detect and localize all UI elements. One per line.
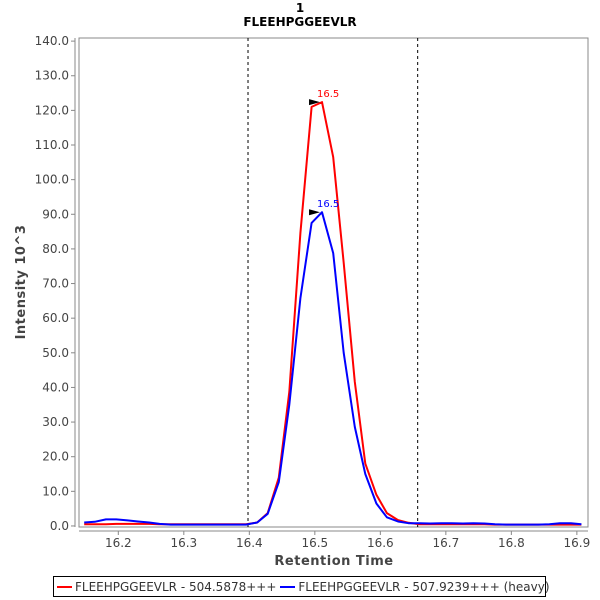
x-tick-label: 16.6	[367, 536, 394, 550]
x-tick-label: 16.9	[564, 536, 591, 550]
chart-subtitle: FLEEHPGGEEVLR	[243, 15, 356, 29]
x-axis-label: Retention Time	[274, 554, 393, 569]
y-tick-label: 110.0	[35, 138, 69, 152]
x-tick-label: 16.2	[105, 536, 132, 550]
y-tick-label: 70.0	[42, 277, 69, 291]
legend-label: FLEEHPGGEEVLR - 507.9239+++ (heavy)	[298, 579, 550, 594]
y-tick-label: 130.0	[35, 69, 69, 83]
y-tick-label: 80.0	[42, 242, 69, 256]
peak-arrow-icon	[309, 209, 321, 216]
legend-swatch-red	[57, 585, 72, 588]
y-axis-label: Intensity 10^3	[14, 225, 29, 340]
y-tick-label: 60.0	[42, 311, 69, 325]
chart-title: 1	[296, 1, 304, 15]
x-tick-label: 16.5	[301, 536, 328, 550]
y-tick-label: 50.0	[42, 346, 69, 360]
x-tick-label: 16.8	[498, 536, 525, 550]
legend: FLEEHPGGEEVLR - 504.5878+++ FLEEHPGGEEVL…	[53, 576, 550, 597]
y-tick-label: 30.0	[42, 415, 69, 429]
y-tick-label: 40.0	[42, 380, 69, 394]
y-tick-label: 90.0	[42, 207, 69, 221]
y-tick-label: 10.0	[42, 484, 69, 498]
y-tick-label: 0.0	[50, 519, 69, 533]
legend-swatch-blue	[280, 585, 296, 588]
peak-label: 16.5	[317, 199, 339, 210]
y-tick-label: 100.0	[35, 173, 69, 187]
series-line-heavy	[84, 211, 582, 526]
y-tick-label: 140.0	[35, 34, 69, 48]
x-tick-label: 16.3	[170, 536, 197, 550]
peak-label: 16.5	[317, 89, 339, 100]
x-tick-label: 16.4	[236, 536, 263, 550]
legend-label: FLEEHPGGEEVLR - 504.5878+++	[75, 579, 277, 594]
x-tick-label: 16.7	[432, 536, 459, 550]
plot-area	[78, 37, 589, 528]
y-tick-label: 20.0	[42, 450, 69, 464]
legend-item-heavy: FLEEHPGGEEVLR - 507.9239+++ (heavy)	[280, 579, 550, 594]
legend-item-light: FLEEHPGGEEVLR - 504.5878+++	[57, 580, 276, 594]
peak-arrow-icon	[309, 99, 321, 106]
y-tick-label: 120.0	[35, 103, 69, 117]
